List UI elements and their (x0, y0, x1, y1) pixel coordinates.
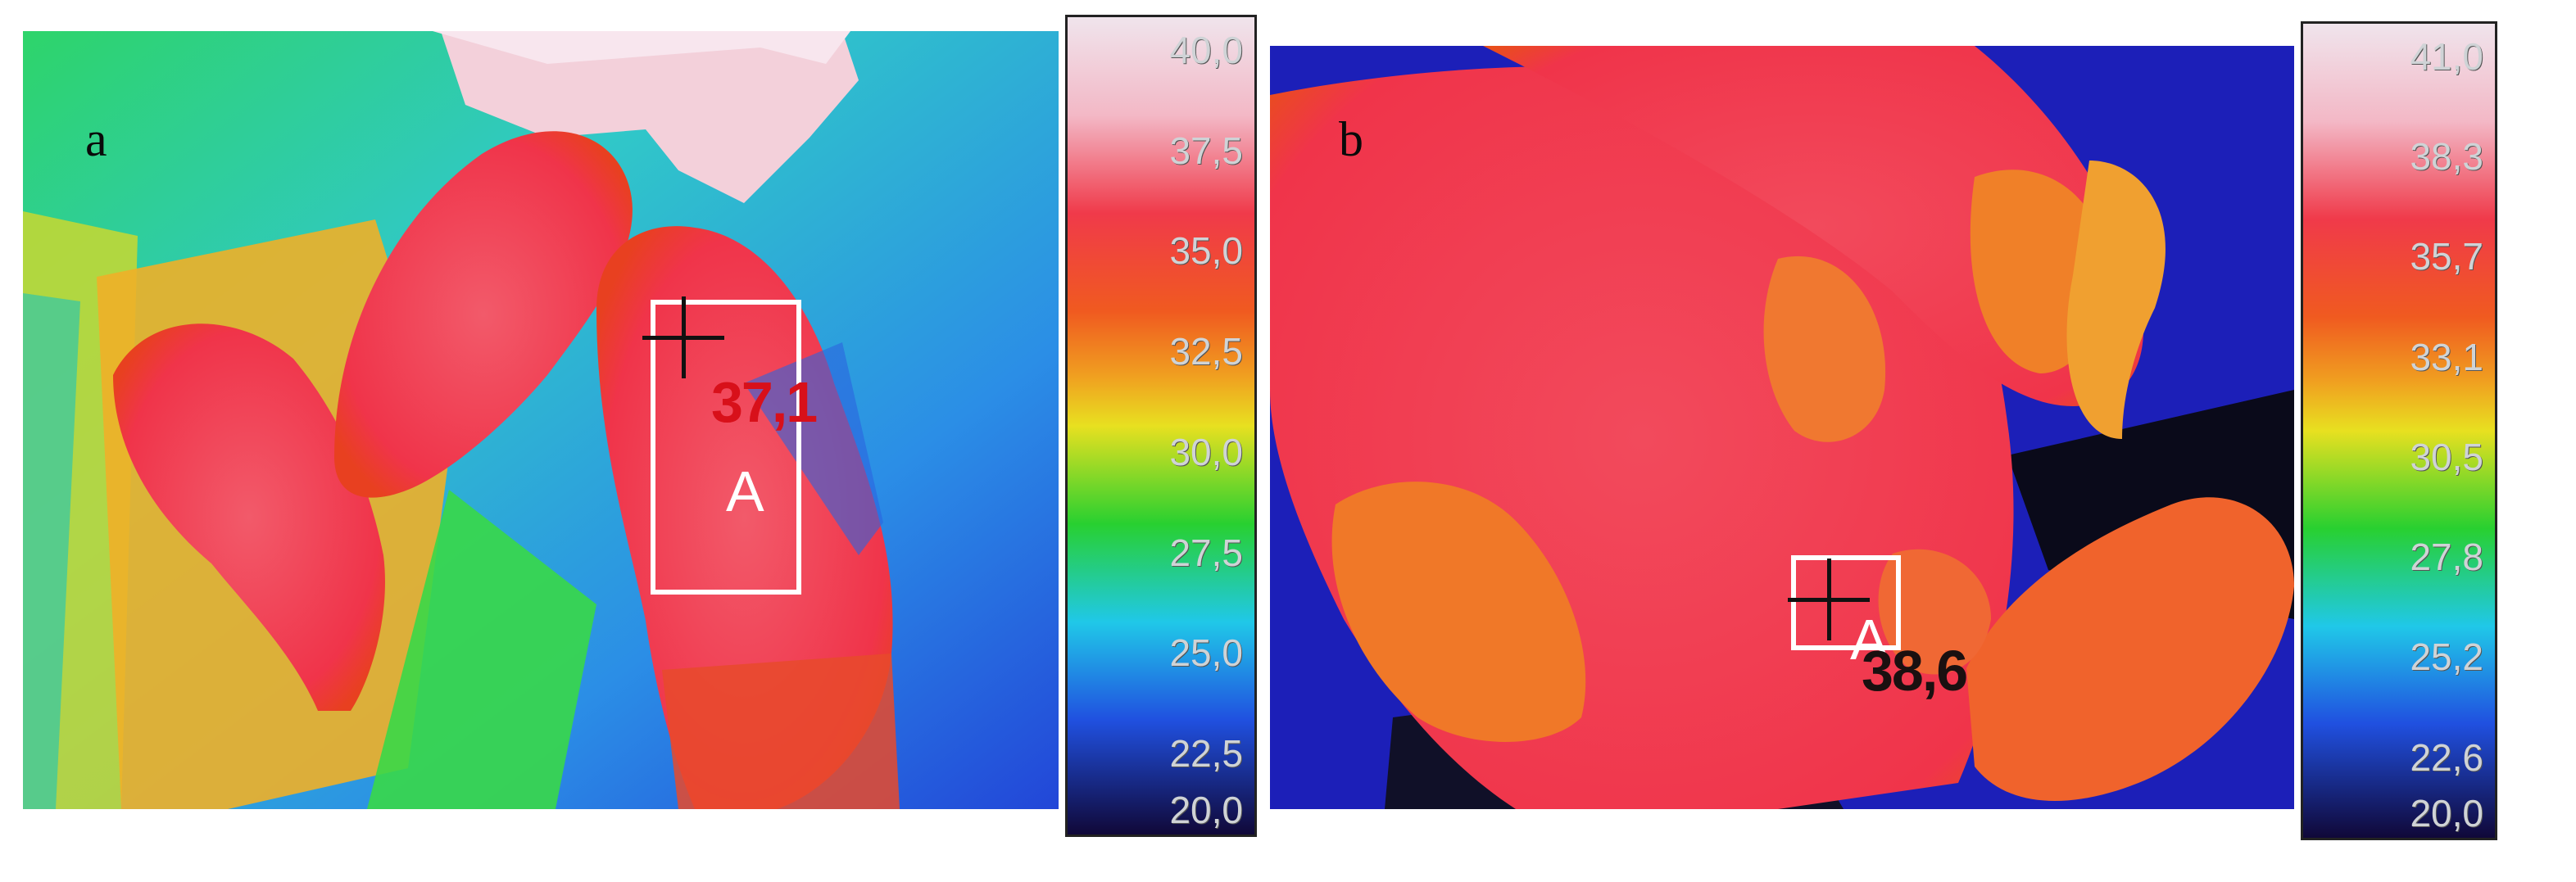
scale-a-tick-label: 40,0 (1169, 28, 1243, 71)
scale-b-tick-label: 38,3 (2410, 135, 2483, 179)
panel-label-b: b (1339, 112, 1363, 166)
roi-label-b: A (1850, 608, 1889, 672)
thermal-image-a (23, 31, 1059, 809)
temperature-readout-a: 37,1 (711, 370, 818, 434)
scale-b-tick-label: 33,1 (2410, 335, 2483, 378)
crosshair-icon-b (1788, 559, 1870, 640)
color-scale-b-gradient (2303, 24, 2495, 838)
color-scale-a-gradient (1068, 17, 1254, 835)
scale-b-tick-label: 41,0 (2410, 34, 2483, 78)
crosshair-icon-a (642, 296, 724, 378)
roi-label-a: A (726, 459, 764, 523)
scale-b-tick-label: 27,8 (2410, 536, 2483, 579)
scale-a-tick-label: 32,5 (1169, 330, 1243, 373)
scale-a-tick-label: 35,0 (1169, 229, 1243, 273)
temperature-readout-b: 38,6 (1862, 639, 1968, 703)
roi-box-b (1791, 555, 1901, 650)
scale-b-tick-label: 25,2 (2410, 635, 2483, 679)
scale-a-tick-label: 22,5 (1169, 732, 1243, 776)
scale-b-tick-label: 30,5 (2410, 435, 2483, 478)
roi-box-a (651, 300, 801, 595)
scale-a-tick-label: 30,0 (1169, 430, 1243, 473)
scale-a-tick-label: 20,0 (1169, 789, 1243, 832)
scale-b-tick-label: 20,0 (2410, 792, 2483, 835)
color-scale-a: 40,0 37,5 35,0 32,5 30,0 27,5 25,0 22,5 … (1065, 15, 1257, 837)
scale-b-tick-label: 35,7 (2410, 235, 2483, 278)
panel-label-a: a (85, 112, 107, 166)
scale-a-tick-label: 37,5 (1169, 129, 1243, 172)
scale-a-tick-label: 27,5 (1169, 531, 1243, 574)
thermal-image-a-graphic (23, 31, 1059, 809)
thermal-image-b (1270, 46, 2294, 809)
thermal-image-b-graphic (1270, 46, 2294, 809)
scale-b-tick-label: 22,6 (2410, 735, 2483, 779)
color-scale-b: 41,0 38,3 35,7 33,1 30,5 27,8 25,2 22,6 … (2301, 21, 2497, 840)
scale-a-tick-label: 25,0 (1169, 631, 1243, 675)
